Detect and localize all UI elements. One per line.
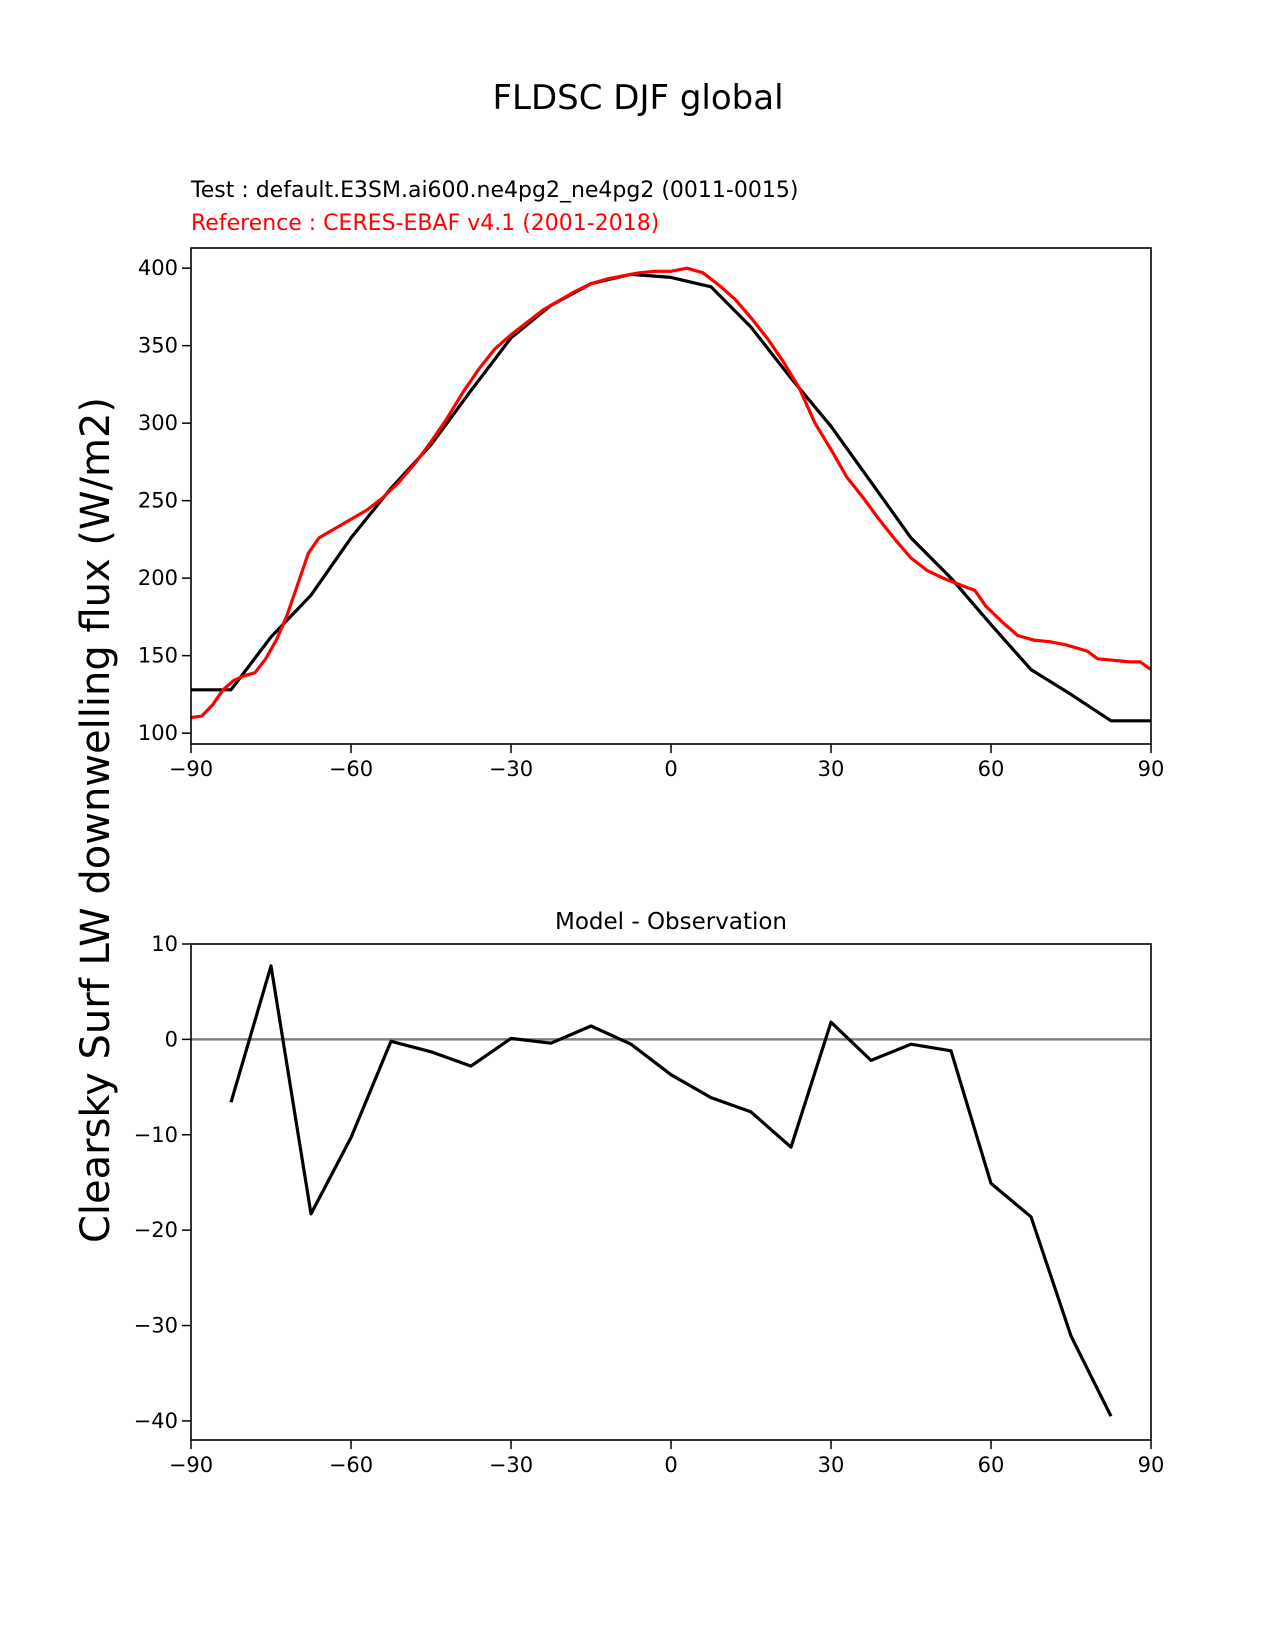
top-xtick-label: 60 <box>978 757 1005 781</box>
bottom-xtick-label: 30 <box>818 1453 845 1477</box>
reference-legend-label: Reference : CERES-EBAF v4.1 (2001-2018) <box>191 211 659 236</box>
top-xtick-label: 0 <box>664 757 677 781</box>
top-ytick-label: 300 <box>138 411 178 435</box>
bottom-ytick-label: −10 <box>134 1123 178 1147</box>
bottom-diff-series-line <box>229 964 1113 1417</box>
top-axis-ticks: −90 −60 −30 0 30 60 90 100 150 200 250 300 350 400 <box>138 256 1164 781</box>
bottom-ytick-label: −30 <box>134 1314 178 1338</box>
top-xtick-label: −60 <box>329 757 373 781</box>
top-panel: Test : default.E3SM.ai600.ne4pg2_ne4pg2 … <box>138 178 1164 781</box>
bottom-plot-area <box>191 964 1151 1417</box>
top-test-series-line <box>191 272 1151 723</box>
bottom-panel-title: Model - Observation <box>555 909 787 935</box>
top-ytick-label: 250 <box>138 489 178 513</box>
test-legend-label: Test : default.E3SM.ai600.ne4pg2_ne4pg2 … <box>190 178 798 203</box>
figure-ylabel: Clearsky Surf LW downwelling flux (W/m2) <box>73 397 119 1243</box>
figure-title: FLDSC DJF global <box>492 78 783 118</box>
bottom-xtick-label: −30 <box>489 1453 533 1477</box>
bottom-panel: Model - Observation −90 −60 −30 0 30 60 90−40−… <box>134 909 1165 1477</box>
top-xtick-label: −30 <box>489 757 533 781</box>
bottom-ytick-label: −20 <box>134 1218 178 1242</box>
bottom-frame <box>190 943 1152 1441</box>
bottom-ytick-label: −40 <box>134 1409 178 1433</box>
top-xtick-label: 30 <box>818 757 845 781</box>
top-ytick-label: 400 <box>138 256 178 280</box>
bottom-axis-ticks: −90 −60 −30 0 30 60 90 −40 −30 −20 −10 0 10 <box>134 932 1165 1477</box>
top-ytick-label: 350 <box>138 334 178 358</box>
bottom-ytick-label: 0 <box>165 1027 178 1051</box>
bottom-xtick-label: −90 <box>169 1453 213 1477</box>
bottom-xtick-label: −60 <box>329 1453 373 1477</box>
top-ytick-label: 200 <box>138 566 178 590</box>
bottom-xtick-label: 90 <box>1138 1453 1165 1477</box>
top-plot-area <box>190 266 1152 723</box>
top-ytick-label: 150 <box>138 644 178 668</box>
top-frame <box>190 247 1152 745</box>
bottom-xtick-label: 60 <box>978 1453 1005 1477</box>
top-xtick-label: 90 <box>1138 757 1165 781</box>
top-reference-series-line <box>190 266 1152 720</box>
bottom-xtick-label: 0 <box>664 1453 677 1477</box>
top-xtick-label: −90 <box>169 757 213 781</box>
top-ytick-label: 100 <box>138 721 178 745</box>
bottom-ytick-label: 10 <box>151 932 178 956</box>
